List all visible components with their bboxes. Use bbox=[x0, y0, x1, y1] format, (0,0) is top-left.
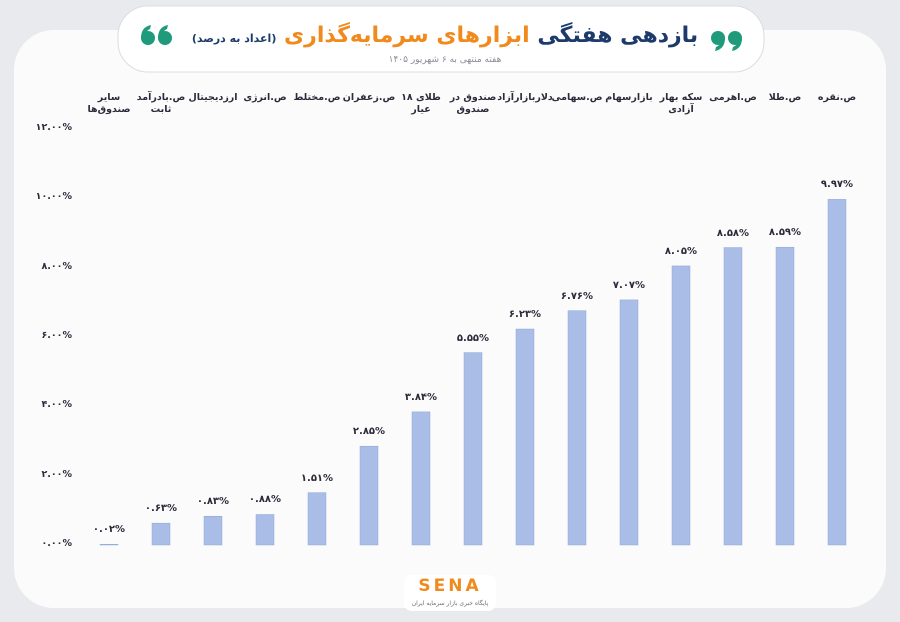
x-tick-label: سایر صندوق‌ها bbox=[87, 92, 131, 115]
x-tick-label: دلاربازارآزاد bbox=[497, 92, 553, 103]
value-label: ۳.۸۴% bbox=[404, 391, 438, 403]
logo: SENA bbox=[418, 576, 481, 596]
bar bbox=[619, 299, 639, 546]
bar bbox=[723, 247, 743, 546]
title-main: بازدهی هفتگی bbox=[537, 21, 698, 48]
panel bbox=[14, 30, 886, 608]
y-tick-label: ۸.۰۰% bbox=[41, 260, 72, 272]
y-tick-label: ۶.۰۰% bbox=[41, 330, 72, 341]
bar bbox=[567, 310, 587, 546]
logo-box bbox=[404, 575, 496, 611]
bar bbox=[827, 199, 847, 546]
value-label: ۸.۰۵% bbox=[664, 245, 698, 257]
y-tick-label: ۲.۰۰% bbox=[41, 468, 72, 480]
value-label: ۰.۸۸% bbox=[248, 494, 282, 506]
value-label: ۱.۵۱% bbox=[300, 472, 334, 484]
y-tick-label: ۴.۰۰% bbox=[41, 399, 72, 411]
bar bbox=[151, 522, 171, 546]
value-label: ۰.۸۳% bbox=[196, 496, 230, 508]
x-tick-label: ص.مختلط bbox=[293, 92, 341, 103]
x-tick-label: ارزدیجیتال bbox=[188, 92, 238, 103]
bar bbox=[359, 445, 379, 546]
value-label: ۸.۵۸% bbox=[716, 227, 750, 239]
x-tick-label: ص.اهرمی bbox=[709, 92, 757, 103]
bar bbox=[515, 328, 535, 546]
logo-tagline: پایگاه خبری بازار سرمایه ایران bbox=[412, 599, 489, 607]
bar bbox=[671, 265, 691, 546]
x-tick-label: ص.انرژی bbox=[243, 92, 287, 103]
x-tick-label: ص.طلا bbox=[768, 92, 802, 103]
title-banner bbox=[117, 5, 765, 73]
value-label: ۷.۰۷% bbox=[612, 279, 646, 291]
value-label: ۸.۵۹% bbox=[768, 227, 802, 239]
x-tick-label: ص.بادرآمد ثابت bbox=[136, 92, 186, 115]
bar bbox=[775, 246, 795, 546]
y-tick-label: ۱۲.۰۰% bbox=[35, 122, 72, 133]
value-label: ۶.۲۳% bbox=[508, 309, 542, 321]
x-tick-label: سکه بهار آزادی bbox=[659, 92, 703, 115]
title-note: (اعداد به درصد) bbox=[192, 32, 277, 45]
bar bbox=[203, 515, 223, 546]
quote-left bbox=[141, 25, 172, 45]
y-tick-label: ۱۰.۰۰% bbox=[35, 191, 72, 203]
title-highlight: ابزارهای سرمایه‌گذاری bbox=[284, 21, 530, 48]
x-tick-label: طلای ۱۸ عیار bbox=[401, 92, 441, 115]
bar bbox=[99, 544, 119, 546]
bar bbox=[307, 492, 327, 546]
value-label: ۰.۶۳% bbox=[144, 503, 178, 515]
y-tick-label: ۰.۰۰% bbox=[41, 538, 72, 549]
x-tick-label: ص.نقره bbox=[817, 92, 857, 103]
bar bbox=[411, 411, 431, 546]
value-label: ۲.۸۵% bbox=[352, 426, 386, 438]
value-label: ۶.۷۶% bbox=[560, 290, 594, 302]
value-label: ۹.۹۷% bbox=[820, 179, 854, 191]
value-label: ۵.۵۵% bbox=[456, 332, 490, 344]
subtitle: هفته منتهی به ۶ شهریور ۱۴۰۵ bbox=[389, 55, 502, 65]
chart-title: بازدهی هفتگی ابزارهای سرمایه‌گذاری (اعدا… bbox=[192, 21, 698, 48]
x-tick-label: بازارسهام bbox=[605, 92, 653, 103]
bar bbox=[463, 352, 483, 546]
x-tick-label: ص.زعفران bbox=[342, 92, 396, 103]
value-label: ۰.۰۲% bbox=[92, 524, 126, 536]
x-tick-label: صندوق در صندوق bbox=[449, 92, 497, 115]
bar bbox=[255, 514, 275, 546]
x-tick-label: ص.سهامی bbox=[551, 92, 603, 103]
quote-right bbox=[711, 31, 742, 51]
